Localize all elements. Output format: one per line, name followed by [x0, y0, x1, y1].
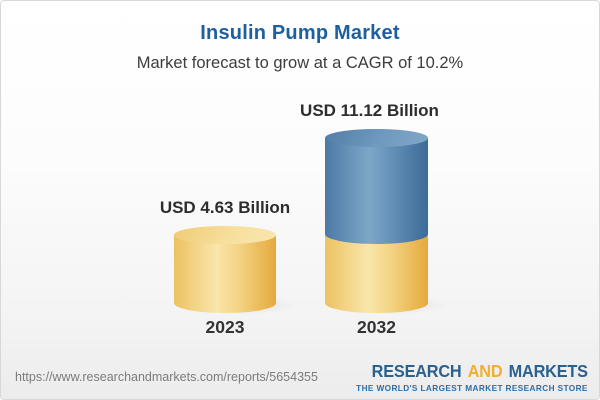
bar-2023: USD 4.63 Billion 2023 — [160, 1, 298, 399]
bar-2032: USD 11.12 Billion 2032 — [300, 1, 450, 399]
brand-logo[interactable]: RESEARCH AND MARKETS THE WORLD'S LARGEST… — [349, 361, 588, 393]
brand-logo-wordmark: RESEARCH AND MARKETS — [366, 361, 588, 382]
bar-2032-top-cap — [325, 129, 428, 147]
bar-2032-growth-segment — [325, 138, 428, 244]
logo-research-text: RESEARCH — [371, 361, 462, 381]
page-title: Insulin Pump Market — [200, 22, 400, 44]
year-label-2023: 2023 — [205, 317, 245, 337]
logo-markets-text: MARKETS — [508, 361, 588, 381]
bar-2023-top-cap — [174, 225, 276, 244]
value-label-2032: USD 11.12 Billion — [300, 101, 439, 120]
year-label-2032: 2032 — [357, 317, 396, 337]
logo-and-text: AND — [467, 361, 503, 381]
bar-2032-base-segment — [325, 234, 428, 313]
page-subtitle: Market forecast to grow at a CAGR of 10.… — [136, 54, 464, 72]
report-url-link[interactable]: https://www.researchandmarkets.com/repor… — [15, 370, 318, 384]
value-label-2023: USD 4.63 Billion — [159, 197, 291, 217]
brand-logo-tagline: THE WORLD'S LARGEST MARKET RESEARCH STOR… — [356, 383, 588, 393]
bar-2023-segment — [174, 234, 276, 313]
